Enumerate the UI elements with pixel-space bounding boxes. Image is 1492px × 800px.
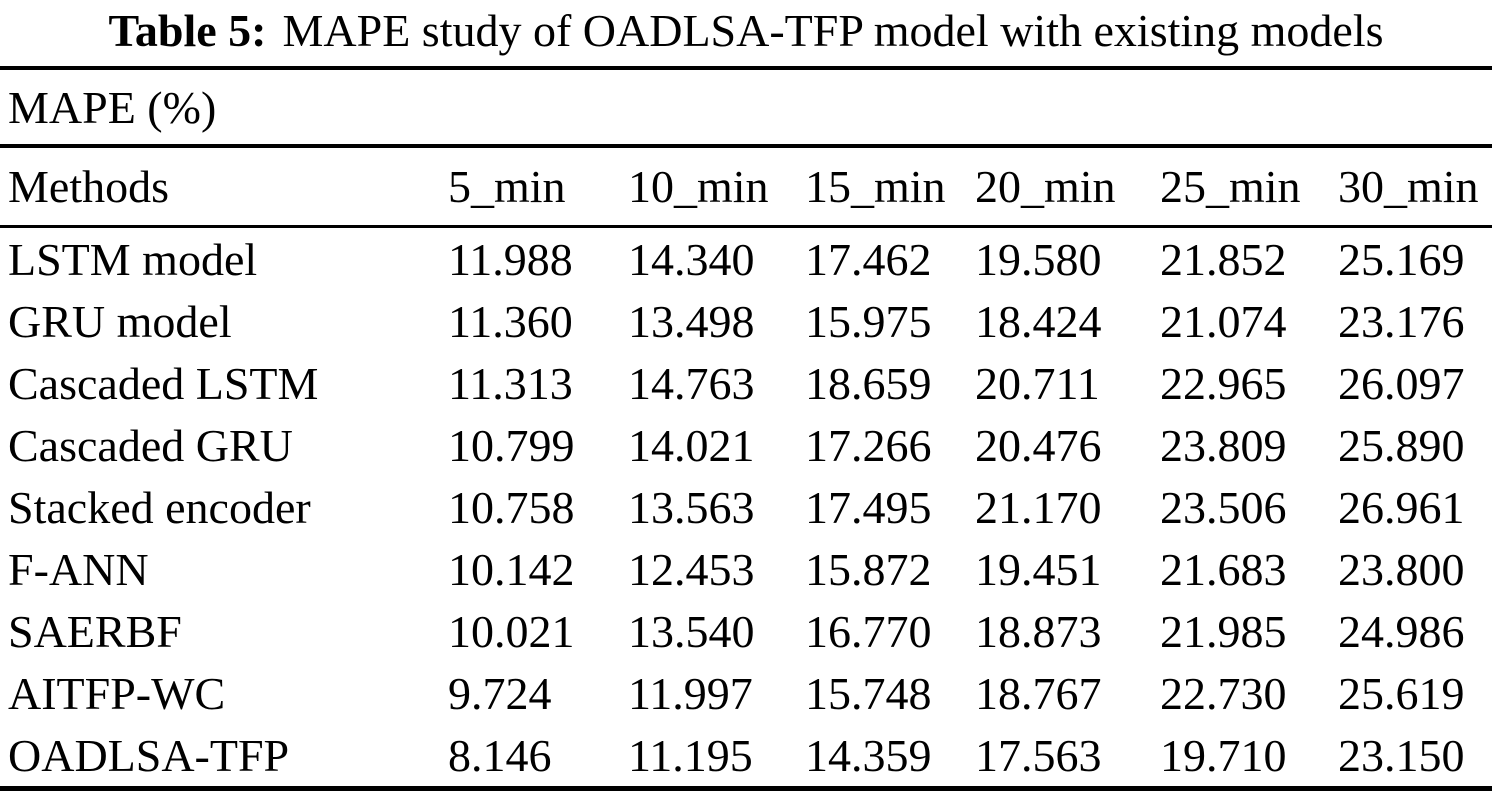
value-cell: 23.809	[1160, 419, 1287, 471]
column-header-20min: 20_min	[967, 146, 1152, 228]
value-cell: 21.074	[1160, 295, 1287, 347]
value-cell: 23.176	[1338, 295, 1465, 347]
table-row: OADLSA-TFP 8.146 11.195 14.359 17.563 19…	[0, 724, 1492, 789]
value-cell: 20.476	[975, 419, 1102, 471]
value-cell: 13.563	[628, 481, 755, 533]
value-cell: 23.150	[1338, 729, 1465, 781]
value-cell: 8.146	[448, 729, 552, 781]
value-cell: 14.021	[628, 419, 755, 471]
group-header-row: MAPE (%)	[0, 68, 1492, 148]
value-cell: 11.997	[628, 667, 753, 719]
value-cell: 22.730	[1160, 667, 1287, 719]
value-cell: 15.975	[805, 295, 932, 347]
value-cell: 14.359	[805, 729, 932, 781]
value-cell: 23.800	[1338, 543, 1465, 595]
value-cell: 18.873	[975, 605, 1102, 657]
value-cell: 10.142	[448, 543, 575, 595]
value-cell: 17.462	[805, 233, 932, 285]
value-cell: 25.169	[1338, 233, 1465, 285]
value-cell: 20.711	[975, 357, 1100, 409]
value-cell: 10.758	[448, 481, 575, 533]
table-row: GRU model 11.360 13.498 15.975 18.424 21…	[0, 290, 1492, 352]
table-caption-text: MAPE study of OADLSA-TFP model with exis…	[282, 5, 1384, 56]
value-cell: 11.988	[448, 233, 573, 285]
value-cell: 11.195	[628, 729, 753, 781]
value-cell: 15.872	[805, 543, 932, 595]
value-cell: 13.540	[628, 605, 755, 657]
value-cell: 17.563	[975, 729, 1102, 781]
table-row: AITFP-WC 9.724 11.997 15.748 18.767 22.7…	[0, 662, 1492, 724]
value-cell: 16.770	[805, 605, 932, 657]
value-cell: 26.961	[1338, 481, 1465, 533]
table-caption: Table 5: MAPE study of OADLSA-TFP model w…	[0, 0, 1492, 66]
column-header-30min: 30_min	[1330, 146, 1492, 228]
table-row: LSTM model 11.988 14.340 17.462 19.580 2…	[0, 227, 1492, 291]
value-cell: 21.683	[1160, 543, 1287, 595]
method-cell: Cascaded GRU	[8, 419, 293, 471]
value-cell: 13.498	[628, 295, 755, 347]
method-cell: GRU model	[8, 295, 232, 347]
value-cell: 22.965	[1160, 357, 1287, 409]
mape-table: MAPE (%) Methods 5_min 10_min 15_min 20_…	[0, 66, 1492, 791]
column-header-15min: 15_min	[797, 146, 967, 228]
value-cell: 26.097	[1338, 357, 1465, 409]
value-cell: 21.170	[975, 481, 1102, 533]
column-header-row: Methods 5_min 10_min 15_min 20_min 25_mi…	[0, 146, 1492, 228]
table-caption-label: Table 5:	[108, 5, 267, 56]
value-cell: 25.890	[1338, 419, 1465, 471]
table-row: Cascaded GRU 10.799 14.021 17.266 20.476…	[0, 414, 1492, 476]
method-cell: Cascaded LSTM	[8, 357, 319, 409]
value-cell: 14.763	[628, 357, 755, 409]
value-cell: 17.495	[805, 481, 932, 533]
value-cell: 14.340	[628, 233, 755, 285]
value-cell: 11.360	[448, 295, 573, 347]
value-cell: 25.619	[1338, 667, 1465, 719]
value-cell: 9.724	[448, 667, 552, 719]
table-row: Cascaded LSTM 11.313 14.763 18.659 20.71…	[0, 352, 1492, 414]
method-cell: LSTM model	[8, 233, 258, 285]
value-cell: 21.852	[1160, 233, 1287, 285]
value-cell: 11.313	[448, 357, 573, 409]
value-cell: 10.799	[448, 419, 575, 471]
value-cell: 18.424	[975, 295, 1102, 347]
value-cell: 24.986	[1338, 605, 1465, 657]
table-row: SAERBF 10.021 13.540 16.770 18.873 21.98…	[0, 600, 1492, 662]
value-cell: 15.748	[805, 667, 932, 719]
value-cell: 19.451	[975, 543, 1102, 595]
method-cell: Stacked encoder	[8, 481, 311, 533]
table-row: F-ANN 10.142 12.453 15.872 19.451 21.683…	[0, 538, 1492, 600]
method-cell: OADLSA-TFP	[8, 729, 290, 781]
method-cell: AITFP-WC	[8, 667, 226, 719]
value-cell: 17.266	[805, 419, 932, 471]
value-cell: 19.710	[1160, 729, 1287, 781]
value-cell: 18.767	[975, 667, 1102, 719]
table-row: Stacked encoder 10.758 13.563 17.495 21.…	[0, 476, 1492, 538]
value-cell: 10.021	[448, 605, 575, 657]
value-cell: 12.453	[628, 543, 755, 595]
value-cell: 19.580	[975, 233, 1102, 285]
group-header-cell: MAPE (%)	[0, 68, 1492, 148]
method-cell: SAERBF	[8, 605, 182, 657]
column-header-5min: 5_min	[440, 146, 620, 228]
column-header-methods: Methods	[0, 146, 440, 228]
value-cell: 23.506	[1160, 481, 1287, 533]
column-header-10min: 10_min	[620, 146, 797, 228]
value-cell: 21.985	[1160, 605, 1287, 657]
value-cell: 18.659	[805, 357, 932, 409]
column-header-25min: 25_min	[1152, 146, 1330, 228]
method-cell: F-ANN	[8, 543, 149, 595]
